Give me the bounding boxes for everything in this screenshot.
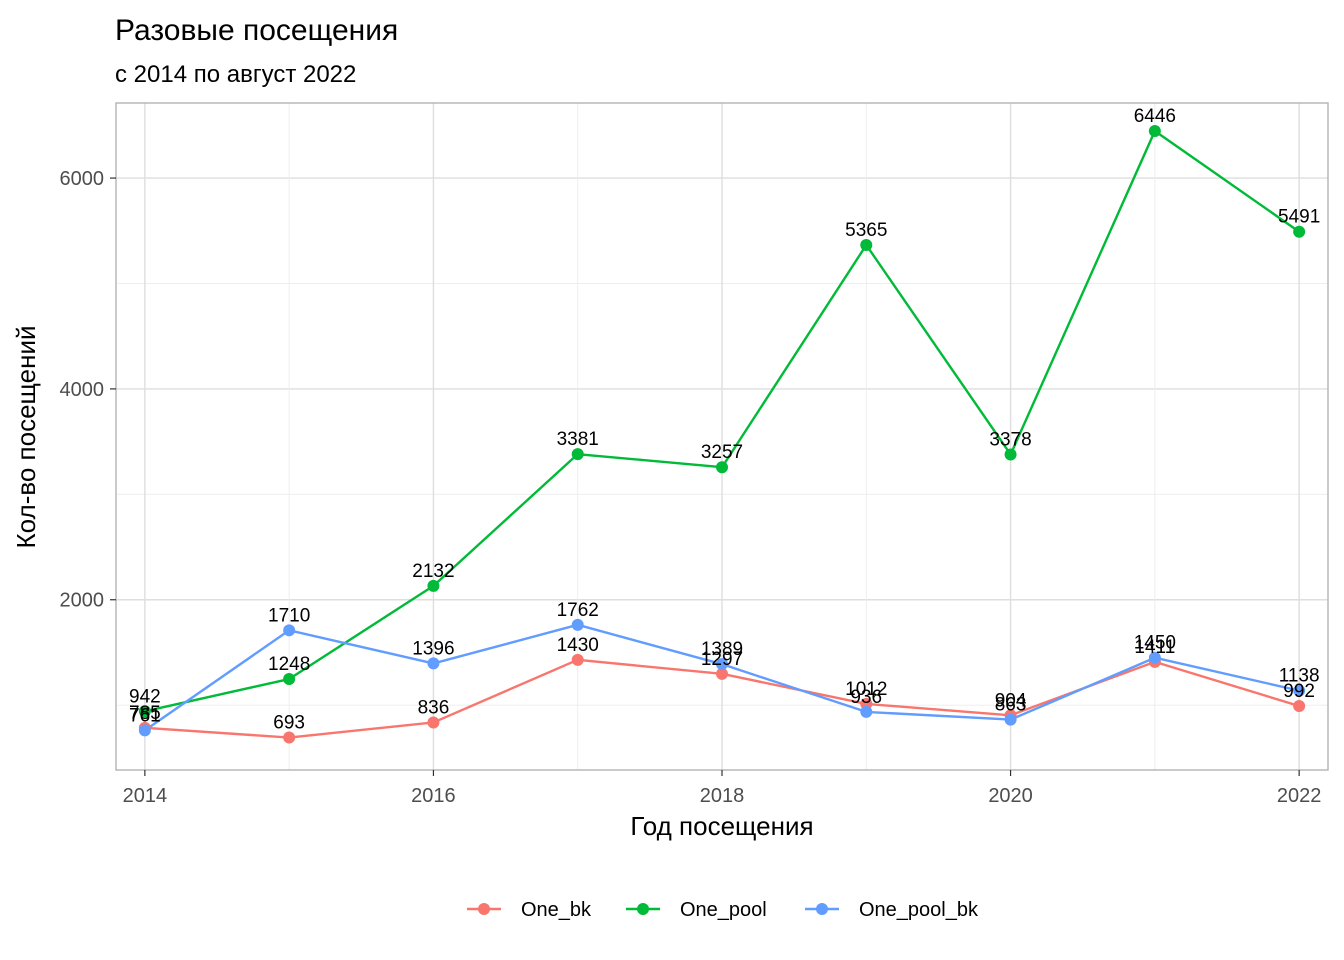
- y-tick-label: 2000: [60, 590, 105, 612]
- legend-label-One_pool: One_pool: [680, 899, 767, 921]
- data-label-One_pool: 5365: [845, 220, 887, 241]
- data-label-One_bk: 693: [273, 713, 305, 734]
- data-point-One_pool: [1004, 448, 1017, 461]
- data-point-One_bk: [427, 716, 440, 729]
- data-label-One_bk: 1012: [845, 679, 887, 700]
- legend: One_bk One_pool One_pool_bk: [467, 899, 979, 921]
- x-axis: 2014 2016 2018 2020 2022: [123, 770, 1322, 807]
- data-label-One_pool_bk: 1396: [412, 638, 454, 659]
- legend-label-One_bk: One_bk: [521, 899, 592, 921]
- data-label-One_bk: 1411: [1134, 637, 1175, 658]
- chart-subtitle: с 2014 по август 2022: [115, 61, 356, 88]
- data-point-One_pool_bk: [1004, 713, 1017, 726]
- data-label-One_pool_bk: 1450: [1134, 633, 1176, 654]
- data-point-One_pool_bk: [138, 724, 151, 737]
- data-point-One_pool_bk: [1148, 651, 1161, 664]
- data-label-One_pool: 942: [129, 686, 161, 707]
- legend-label-One_pool_bk: One_pool_bk: [859, 899, 979, 921]
- data-label-One_pool_bk: 1138: [1279, 666, 1320, 687]
- data-point-One_bk: [571, 653, 584, 666]
- data-label-One_pool: 2132: [412, 561, 454, 582]
- data-label-One_bk: 836: [418, 697, 450, 718]
- data-point-One_pool_bk: [716, 658, 728, 671]
- data-point-One_pool: [860, 239, 873, 252]
- series-points: [138, 125, 1306, 744]
- y-axis: 2000 4000 6000: [60, 168, 116, 612]
- data-point-One_pool_bk: [427, 657, 440, 670]
- x-tick-label: 2016: [411, 785, 456, 807]
- legend-key-point-One_bk: [478, 903, 490, 915]
- data-label-One_pool: 6446: [1134, 106, 1176, 127]
- data-label-One_pool: 1248: [268, 654, 310, 675]
- data-point-One_pool: [571, 448, 584, 461]
- data-label-One_bk: 992: [1283, 681, 1315, 702]
- x-tick-label: 2014: [123, 785, 168, 807]
- data-label-One_pool: 3378: [989, 429, 1031, 450]
- data-point-One_pool_bk: [283, 624, 296, 637]
- data-point-One_bk: [1293, 700, 1306, 713]
- data-label-One_pool: 3381: [557, 429, 599, 450]
- data-point-One_pool: [1148, 125, 1161, 138]
- data-label-One_pool_bk: 863: [995, 695, 1027, 716]
- data-labels: 785 693 836 1430 1297 1012 904 1411 992 942 1248 21…: [129, 106, 1320, 733]
- x-tick-label: 2018: [700, 785, 745, 807]
- data-label-One_pool: 3257: [701, 442, 743, 463]
- y-tick-label: 6000: [60, 168, 105, 190]
- data-point-One_pool_bk: [860, 705, 873, 718]
- chart-title: Разовые посещения: [115, 14, 398, 47]
- data-label-One_bk: 904: [995, 690, 1027, 711]
- data-point-One_pool_bk: [1293, 684, 1306, 697]
- data-point-One_pool: [716, 461, 728, 474]
- x-tick-label: 2020: [988, 785, 1033, 807]
- data-point-One_pool: [1293, 225, 1306, 238]
- data-label-One_pool_bk: 1389: [701, 639, 743, 660]
- legend-key-point-One_pool_bk: [816, 903, 828, 915]
- legend-key-point-One_pool: [637, 903, 649, 915]
- data-label-One_pool_bk: 761: [129, 705, 161, 726]
- data-point-One_bk: [716, 667, 728, 680]
- data-label-One_pool_bk: 1710: [268, 605, 310, 626]
- data-point-One_bk: [283, 731, 296, 744]
- data-point-One_pool: [427, 579, 440, 592]
- y-tick-label: 4000: [60, 379, 105, 401]
- data-point-One_pool: [283, 673, 296, 686]
- x-axis-title: Год посещения: [630, 811, 813, 841]
- data-label-One_pool_bk: 936: [850, 687, 882, 708]
- data-point-One_pool: [138, 705, 151, 718]
- data-label-One_pool_bk: 1762: [557, 600, 599, 621]
- data-label-One_bk: 1430: [557, 635, 599, 656]
- x-tick-label: 2022: [1277, 785, 1322, 807]
- data-point-One_pool_bk: [571, 618, 584, 631]
- data-label-One_pool: 5491: [1278, 207, 1320, 228]
- data-label-One_bk: 1297: [701, 649, 743, 670]
- data-label-One_bk: 785: [129, 703, 161, 724]
- y-axis-title: Кол-во посещений: [11, 325, 41, 548]
